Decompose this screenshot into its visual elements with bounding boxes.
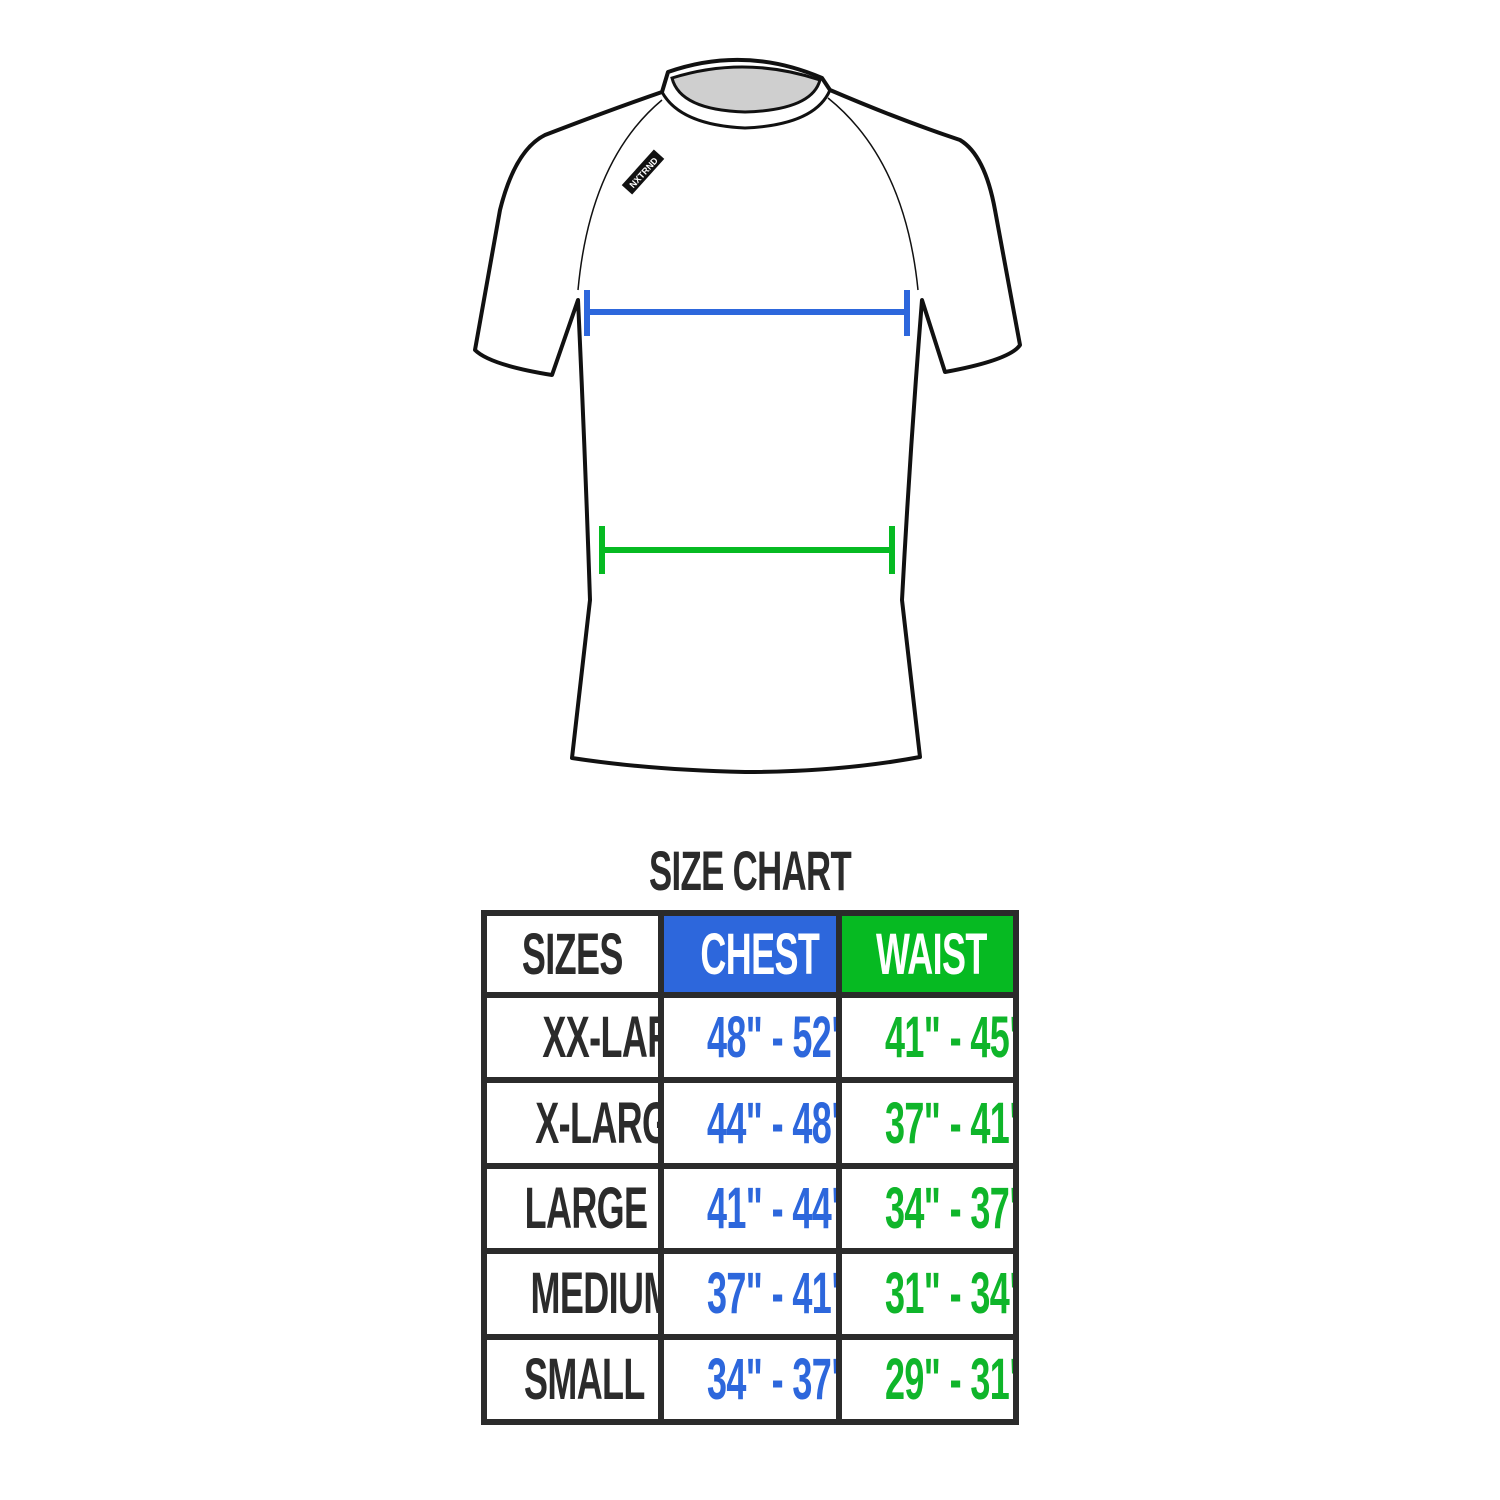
table-header-row: SIZES CHEST WAIST: [480, 910, 1020, 998]
waist-cell: 37" - 41": [835, 1077, 1020, 1169]
size-cell: LARGE: [480, 1162, 665, 1255]
header-sizes: SIZES: [480, 910, 665, 998]
waist-cell: 34" - 37": [835, 1162, 1020, 1255]
table-row: MEDIUM 37" - 41" 31" - 34": [480, 1248, 1020, 1340]
chest-cell: 44" - 48": [658, 1077, 842, 1169]
raglan-seam-right: [827, 97, 919, 291]
waist-cell: 29" - 31": [835, 1333, 1020, 1426]
collar-band: [660, 89, 832, 130]
shirt-diagram: NXTRND: [473, 57, 1022, 774]
size-cell: MEDIUM: [480, 1248, 665, 1340]
header-chest: CHEST: [658, 910, 842, 998]
waist-cell: 41" - 45": [835, 991, 1020, 1084]
size-cell: SMALL: [480, 1333, 665, 1426]
table-row: X-LARGE 44" - 48" 37" - 41": [480, 1077, 1020, 1169]
chart-title: SIZE CHART: [648, 839, 852, 902]
table-row: XX-LARGE 48" - 52" 41" - 45": [480, 991, 1020, 1084]
header-waist: WAIST: [835, 910, 1020, 998]
chest-cell: 48" - 52": [658, 991, 842, 1084]
size-cell: XX-LARGE: [480, 991, 665, 1084]
size-table: SIZES CHEST WAIST XX-LARGE 48" - 52" 41"…: [480, 910, 1020, 1426]
collar-inner: [670, 65, 822, 114]
waist-cell: 31" - 34": [835, 1248, 1020, 1340]
chest-measure-line: [584, 290, 910, 336]
chest-cell: 34" - 37": [658, 1333, 842, 1426]
table-row: LARGE 41" - 44" 34" - 37": [480, 1162, 1020, 1255]
raglan-seam-left: [577, 99, 663, 291]
waist-measure-line: [599, 526, 895, 574]
chest-cell: 41" - 44": [658, 1162, 842, 1255]
chest-cell: 37" - 41": [658, 1248, 842, 1340]
table-row: SMALL 34" - 37" 29" - 31": [480, 1333, 1020, 1426]
shirt-outline: [473, 57, 1022, 774]
size-cell: X-LARGE: [480, 1077, 665, 1169]
